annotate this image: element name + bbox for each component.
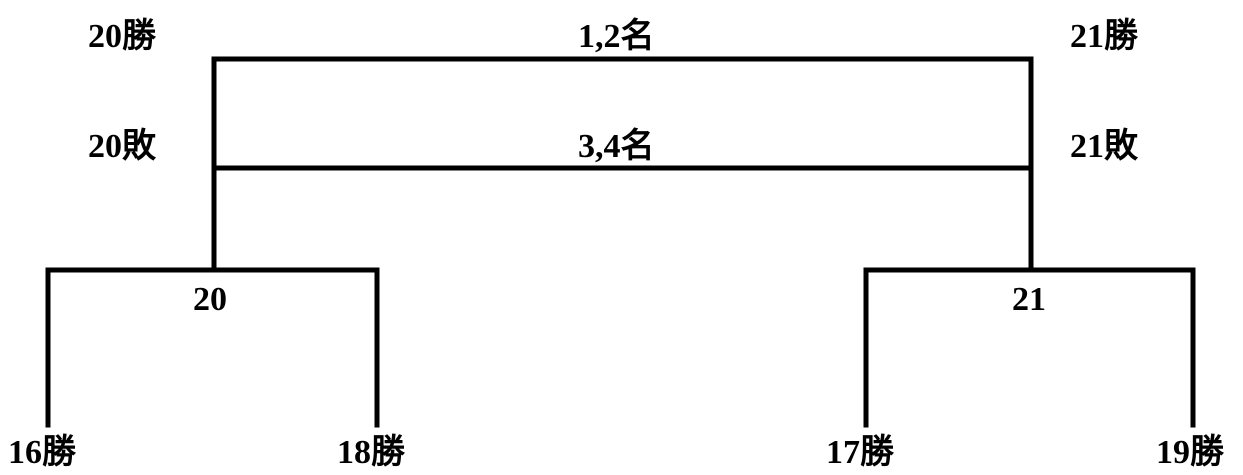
match-20-label: 20 <box>193 281 227 318</box>
winner-17-label: 17勝 <box>826 434 894 471</box>
match-21-label: 21 <box>1012 281 1046 318</box>
winner-20-label: 20勝 <box>88 18 156 55</box>
loser-20-label: 20敗 <box>88 128 156 165</box>
winner-18-label: 18勝 <box>337 434 405 471</box>
loser-21-label: 21敗 <box>1070 128 1138 165</box>
final-title: 1,2名 <box>578 18 655 55</box>
winner-19-label: 19勝 <box>1156 434 1224 471</box>
winner-21-label: 21勝 <box>1070 18 1138 55</box>
winner-16-label: 16勝 <box>8 434 76 471</box>
third-place-title: 3,4名 <box>578 128 655 165</box>
